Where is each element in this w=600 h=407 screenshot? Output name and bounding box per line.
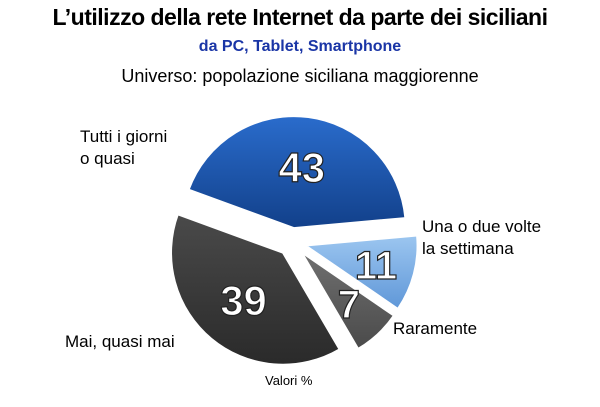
slice-label-daily-line1: Tutti i giorni bbox=[80, 127, 168, 146]
slice-never bbox=[170, 213, 341, 366]
footnote: Valori % bbox=[265, 373, 313, 388]
universe-note: Universo: popolazione siciliana maggiore… bbox=[121, 66, 479, 86]
slice-label-daily-line2: o quasi bbox=[80, 149, 135, 168]
value-label-daily: 43 bbox=[278, 144, 325, 191]
slice-rarely bbox=[300, 251, 396, 351]
slice-label-never: Mai, quasi mai bbox=[65, 331, 175, 353]
slice-daily bbox=[187, 115, 407, 230]
slice-label-weekly: Una o due volte la settimana bbox=[422, 216, 541, 260]
chart-title: L’utilizzo della rete Internet da parte … bbox=[52, 4, 548, 30]
slice-label-weekly-line2: la settimana bbox=[422, 239, 514, 258]
slice-weekly bbox=[302, 234, 419, 311]
slice-label-daily: Tutti i giorni o quasi bbox=[80, 126, 167, 170]
value-label-weekly: 11 bbox=[355, 244, 397, 288]
slice-label-weekly-line1: Una o due volte bbox=[422, 217, 542, 236]
value-label-rarely: 7 bbox=[338, 283, 360, 327]
chart-subtitle: da PC, Tablet, Smartphone bbox=[198, 38, 402, 55]
slice-label-rarely-line1: Raramente bbox=[393, 319, 478, 338]
slice-label-never-line1: Mai, quasi mai bbox=[65, 332, 175, 351]
value-label-never: 39 bbox=[220, 277, 267, 324]
slice-label-rarely: Raramente bbox=[393, 318, 477, 340]
